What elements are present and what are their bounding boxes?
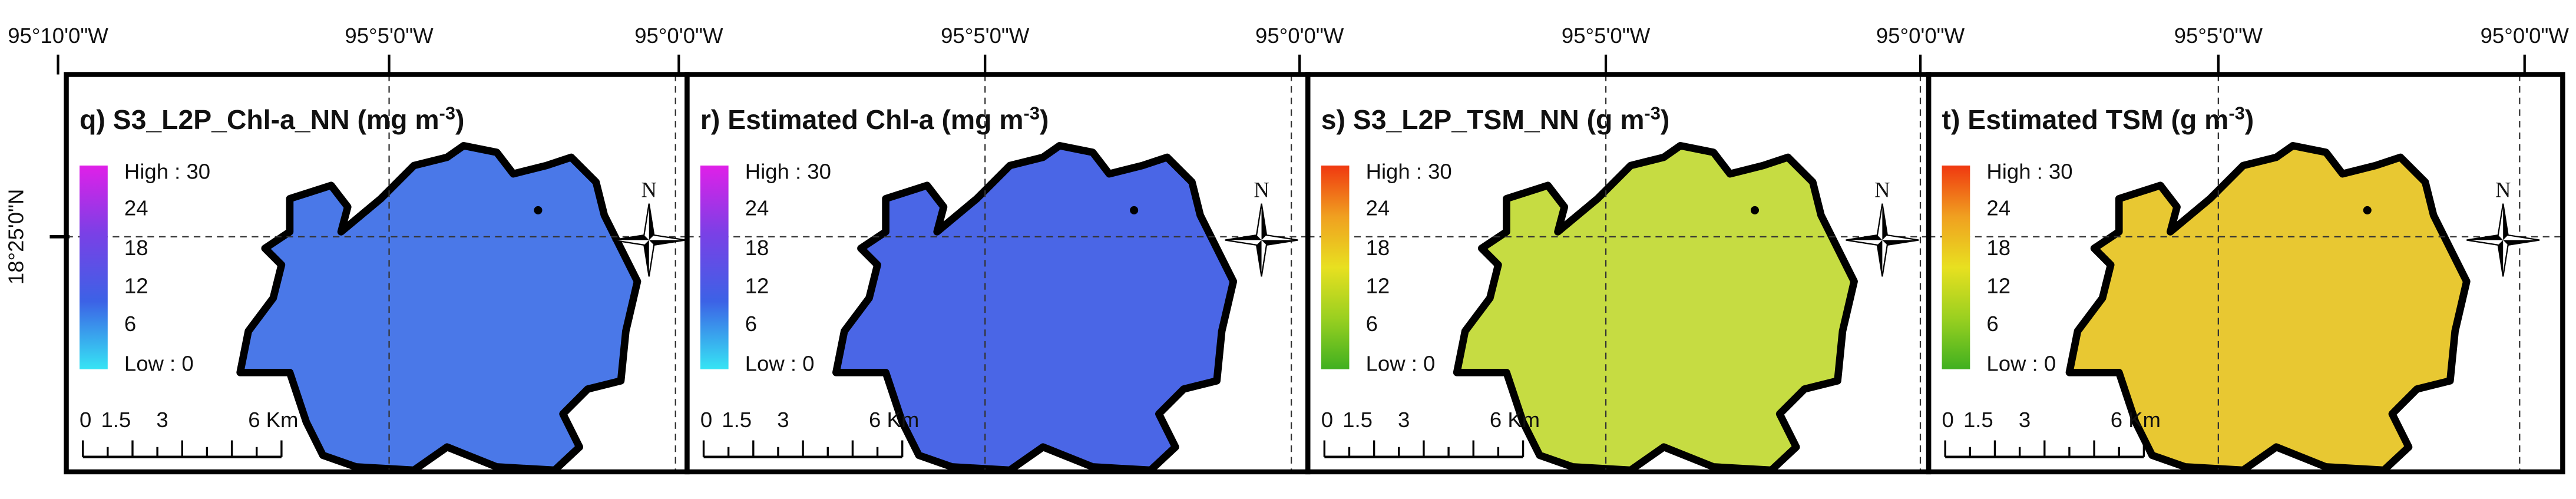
legend-ramp xyxy=(1321,166,1350,369)
legend-tick: 18 xyxy=(745,236,769,260)
scale-label: 6 Km xyxy=(1490,408,1540,432)
title-superscript: -3 xyxy=(1644,103,1660,123)
legend-low: Low : 0 xyxy=(745,351,815,375)
scale-label: 6 Km xyxy=(248,408,298,432)
longitude-label: 95°5'0"W xyxy=(1562,24,1651,48)
station-dot xyxy=(2363,206,2372,214)
longitude-label: 95°10'0"W xyxy=(8,24,108,48)
map-panel: 95°5'0"W 95°0'0"W r) Estimated Chl-a (mg m… xyxy=(684,24,1344,475)
scale-label: 3 xyxy=(2019,408,2031,432)
north-arrow-shade xyxy=(612,203,686,277)
scale-label: 1.5 xyxy=(1963,408,1993,432)
legend-ramp xyxy=(700,166,729,369)
scale-label: 3 xyxy=(777,408,789,432)
legend-high: High : 30 xyxy=(745,160,831,184)
title-superscript: -3 xyxy=(1024,103,1040,123)
legend-tick: 6 xyxy=(1986,312,1998,336)
legend-tick: 24 xyxy=(1986,196,2010,220)
legend-tick: 24 xyxy=(1366,196,1390,220)
longitude-label: 95°0'0"W xyxy=(634,24,723,48)
scale-label: 3 xyxy=(1398,408,1410,432)
station-dot xyxy=(1130,206,1139,214)
longitude-label: 95°0'0"W xyxy=(1876,24,1965,48)
legend-high: High : 30 xyxy=(124,160,210,184)
title-end: ) xyxy=(2245,104,2254,135)
longitude-label: 95°5'0"W xyxy=(345,24,434,48)
legend-tick: 12 xyxy=(745,273,769,298)
lake-area xyxy=(1453,141,1858,474)
longitude-label: 95°0'0"W xyxy=(1255,24,1344,48)
title-text: r) Estimated Chl-a (mg m xyxy=(700,104,1024,135)
title-end: ) xyxy=(455,104,464,135)
north-arrow-shade xyxy=(2466,203,2540,277)
legend-tick: 12 xyxy=(1366,273,1390,298)
lake-area xyxy=(2065,141,2471,474)
panel-title: s) S3_L2P_TSM_NN (g m-3) xyxy=(1321,103,1670,135)
scale-label: 0 xyxy=(1942,408,1954,432)
title-text: t) Estimated TSM (g m xyxy=(1942,104,2229,135)
scale-label: 0 xyxy=(700,408,712,432)
legend-tick: 18 xyxy=(1986,236,2010,260)
scale-label: 1.5 xyxy=(101,408,131,432)
panel-frame xyxy=(1926,72,2565,475)
map-panel: 95°5'0"W 95°0'0"W t) Estimated TSM (g m-3)… xyxy=(1926,24,2570,475)
north-label: N xyxy=(1874,177,1890,201)
north-label: N xyxy=(1254,177,1269,201)
legend-ramp xyxy=(80,166,108,369)
longitude-label: 95°5'0"W xyxy=(2174,24,2263,48)
scale-label: 0 xyxy=(80,408,91,432)
legend-low: Low : 0 xyxy=(124,351,194,375)
scale-label: 1.5 xyxy=(722,408,752,432)
scale-label: 6 Km xyxy=(2111,408,2161,432)
legend-high: High : 30 xyxy=(1366,160,1452,184)
title-end: ) xyxy=(1040,104,1049,135)
north-arrow-shade xyxy=(1846,203,1919,277)
legend-tick: 12 xyxy=(1986,273,2010,298)
scale-label: 3 xyxy=(156,408,168,432)
latitude-label: 18°25'0"N xyxy=(4,189,28,285)
panel-title: t) Estimated TSM (g m-3) xyxy=(1942,103,2254,135)
panel-title: q) S3_L2P_Chl-a_NN (mg m-3) xyxy=(80,103,464,135)
title-text: s) S3_L2P_TSM_NN (g m xyxy=(1321,104,1645,135)
longitude-label: 95°5'0"W xyxy=(941,24,1030,48)
station-dot xyxy=(534,206,543,214)
legend-ramp xyxy=(1942,166,1970,369)
legend-tick: 18 xyxy=(1366,236,1390,260)
legend-tick: 6 xyxy=(1366,312,1378,336)
legend-tick: 6 xyxy=(124,312,136,336)
title-text: q) S3_L2P_Chl-a_NN (mg m xyxy=(80,104,439,135)
title-end: ) xyxy=(1661,104,1669,135)
legend-low: Low : 0 xyxy=(1986,351,2056,375)
title-superscript: -3 xyxy=(439,103,455,123)
legend-low: Low : 0 xyxy=(1366,351,1436,375)
scale-label: 1.5 xyxy=(1342,408,1373,432)
legend-tick: 6 xyxy=(745,312,757,336)
legend-tick: 12 xyxy=(124,273,148,298)
legend-tick: 18 xyxy=(124,236,148,260)
lake-area xyxy=(832,141,1238,474)
map-panel: 95°10'0"W 95°5'0"W 95°0'0"W q) S3_L2P_Chl-a… xyxy=(8,24,723,475)
panel-title: r) Estimated Chl-a (mg m-3) xyxy=(700,103,1049,135)
legend-tick: 24 xyxy=(124,196,148,220)
station-dot xyxy=(1750,206,1760,214)
north-label: N xyxy=(641,177,657,201)
scale-label: 6 Km xyxy=(869,408,919,432)
legend-tick: 24 xyxy=(745,196,769,220)
north-label: N xyxy=(2495,177,2511,201)
longitude-label: 95°0'0"W xyxy=(2481,24,2570,48)
lake-area xyxy=(236,141,641,474)
map-panel: 95°5'0"W 95°0'0"W s) S3_L2P_TSM_NN (g m-3)… xyxy=(1305,24,1965,475)
legend-high: High : 30 xyxy=(1986,160,2072,184)
title-superscript: -3 xyxy=(2228,103,2244,123)
scale-label: 0 xyxy=(1321,408,1333,432)
